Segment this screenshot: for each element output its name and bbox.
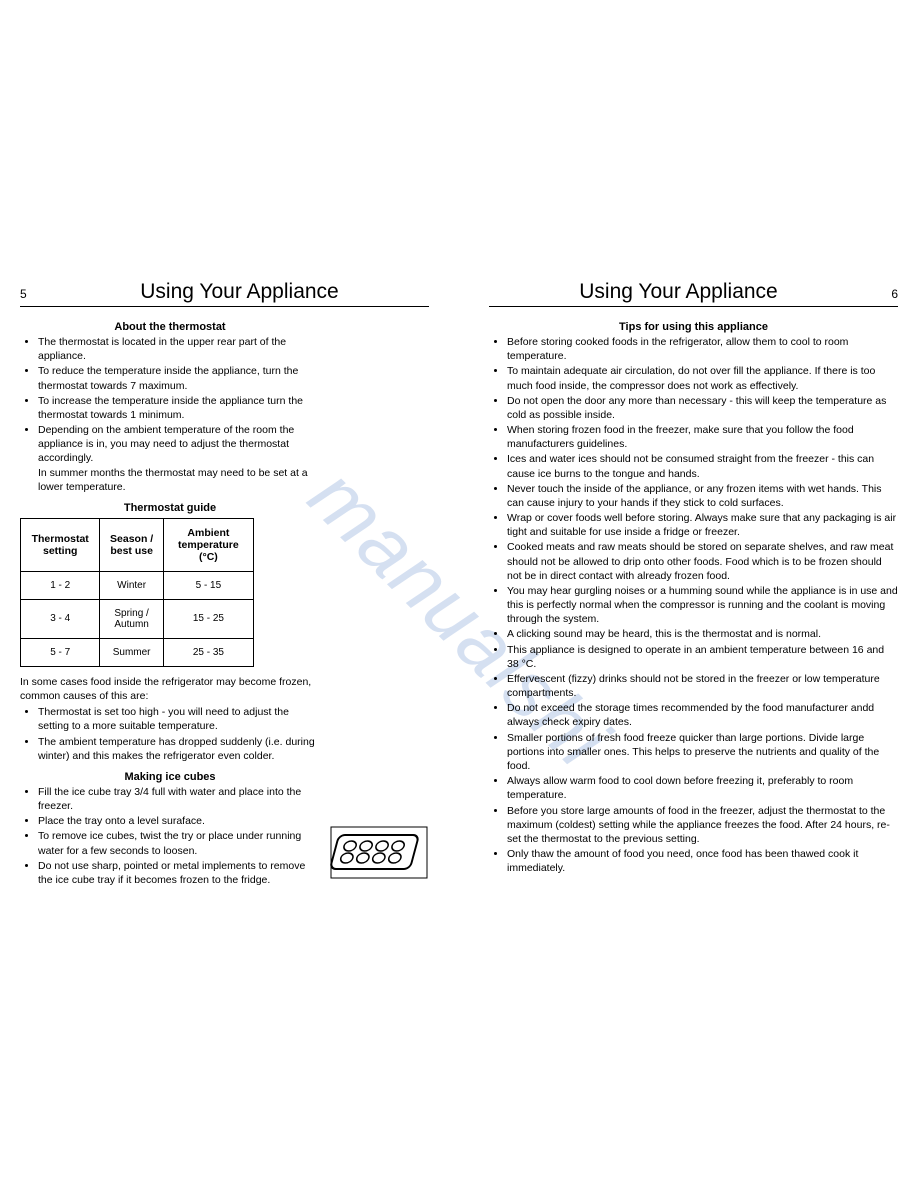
list-item: You may hear gurgling noises or a hummin… xyxy=(507,584,898,627)
table-header: Season / best use xyxy=(100,518,163,571)
table-cell: 5 - 7 xyxy=(21,638,100,666)
table-row: 1 - 2 Winter 5 - 15 xyxy=(21,571,254,599)
list-item: A clicking sound may be heard, this is t… xyxy=(507,627,898,641)
tips-bullets: Before storing cooked foods in the refri… xyxy=(489,335,898,875)
table-cell: 1 - 2 xyxy=(21,571,100,599)
ice-text: Fill the ice cube tray 3/4 full with wat… xyxy=(20,785,319,895)
content-columns: 5 Using Your Appliance About the thermos… xyxy=(20,280,898,895)
table-cell: 5 - 15 xyxy=(163,571,253,599)
ice-section: Fill the ice cube tray 3/4 full with wat… xyxy=(20,785,429,895)
list-item: To maintain adequate air circulation, do… xyxy=(507,364,898,392)
guide-heading: Thermostat guide xyxy=(20,502,320,514)
list-item: Do not use sharp, pointed or metal imple… xyxy=(38,859,319,887)
thermostat-note: In summer months the thermostat may need… xyxy=(38,466,320,494)
thermostat-heading: About the thermostat xyxy=(20,321,320,333)
thermostat-bullets: The thermostat is located in the upper r… xyxy=(20,335,320,494)
table-header-row: Thermostat setting Season / best use Amb… xyxy=(21,518,254,571)
right-page-number: 6 xyxy=(868,287,898,301)
list-item: Do not exceed the storage times recommen… xyxy=(507,701,898,729)
list-item: Cooked meats and raw meats should be sto… xyxy=(507,540,898,583)
list-item: The thermostat is located in the upper r… xyxy=(38,335,320,363)
list-item: Thermostat is set too high - you will ne… xyxy=(38,705,320,733)
left-title: Using Your Appliance xyxy=(50,280,429,304)
right-title: Using Your Appliance xyxy=(489,280,868,304)
list-item: The ambient temperature has dropped sudd… xyxy=(38,735,320,763)
thermostat-table: Thermostat setting Season / best use Amb… xyxy=(20,518,254,667)
page: manualshi 5 Using Your Appliance About t… xyxy=(0,0,918,1188)
list-item: Wrap or cover foods well before storing.… xyxy=(507,511,898,539)
list-item: To reduce the temperature inside the app… xyxy=(38,364,320,392)
list-item: Fill the ice cube tray 3/4 full with wat… xyxy=(38,785,319,813)
table-cell: Spring / Autumn xyxy=(100,599,163,638)
left-page-number: 5 xyxy=(20,287,50,301)
list-item: When storing frozen food in the freezer,… xyxy=(507,423,898,451)
right-column: Using Your Appliance 6 Tips for using th… xyxy=(489,280,898,895)
left-header: 5 Using Your Appliance xyxy=(20,280,429,307)
list-item: To increase the temperature inside the a… xyxy=(38,394,320,422)
table-cell: Summer xyxy=(100,638,163,666)
left-column: 5 Using Your Appliance About the thermos… xyxy=(20,280,429,895)
table-row: 3 - 4 Spring / Autumn 15 - 25 xyxy=(21,599,254,638)
ice-heading: Making ice cubes xyxy=(20,771,320,783)
table-cell: 25 - 35 xyxy=(163,638,253,666)
table-cell: Winter xyxy=(100,571,163,599)
table-cell: 15 - 25 xyxy=(163,599,253,638)
list-item: Only thaw the amount of food you need, o… xyxy=(507,847,898,875)
ice-bullets: Fill the ice cube tray 3/4 full with wat… xyxy=(20,785,319,887)
table-cell: 3 - 4 xyxy=(21,599,100,638)
list-item: Place the tray onto a level suraface. xyxy=(38,814,319,828)
left-content: About the thermostat The thermostat is l… xyxy=(20,321,320,783)
list-item: To remove ice cubes, twist the try or pl… xyxy=(38,829,319,857)
list-item: Depending on the ambient temperature of … xyxy=(38,423,320,494)
frozen-bullets: Thermostat is set too high - you will ne… xyxy=(20,705,320,763)
frozen-para: In some cases food inside the refrigerat… xyxy=(20,675,320,703)
list-item: Smaller portions of fresh food freeze qu… xyxy=(507,731,898,774)
table-header: Thermostat setting xyxy=(21,518,100,571)
right-header: Using Your Appliance 6 xyxy=(489,280,898,307)
ice-tray-illustration xyxy=(329,825,429,883)
ice-tray-icon xyxy=(329,825,429,880)
list-item: Effervescent (fizzy) drinks should not b… xyxy=(507,672,898,700)
list-item: Before storing cooked foods in the refri… xyxy=(507,335,898,363)
list-item: Do not open the door any more than neces… xyxy=(507,394,898,422)
tips-heading: Tips for using this appliance xyxy=(489,321,898,333)
list-item: This appliance is designed to operate in… xyxy=(507,643,898,671)
list-item: Never touch the inside of the appliance,… xyxy=(507,482,898,510)
list-item: Ices and water ices should not be consum… xyxy=(507,452,898,480)
table-row: 5 - 7 Summer 25 - 35 xyxy=(21,638,254,666)
list-item: Before you store large amounts of food i… xyxy=(507,804,898,847)
list-item-text: Depending on the ambient temperature of … xyxy=(38,424,294,464)
table-header: Ambient temperature (°C) xyxy=(163,518,253,571)
list-item: Always allow warm food to cool down befo… xyxy=(507,774,898,802)
